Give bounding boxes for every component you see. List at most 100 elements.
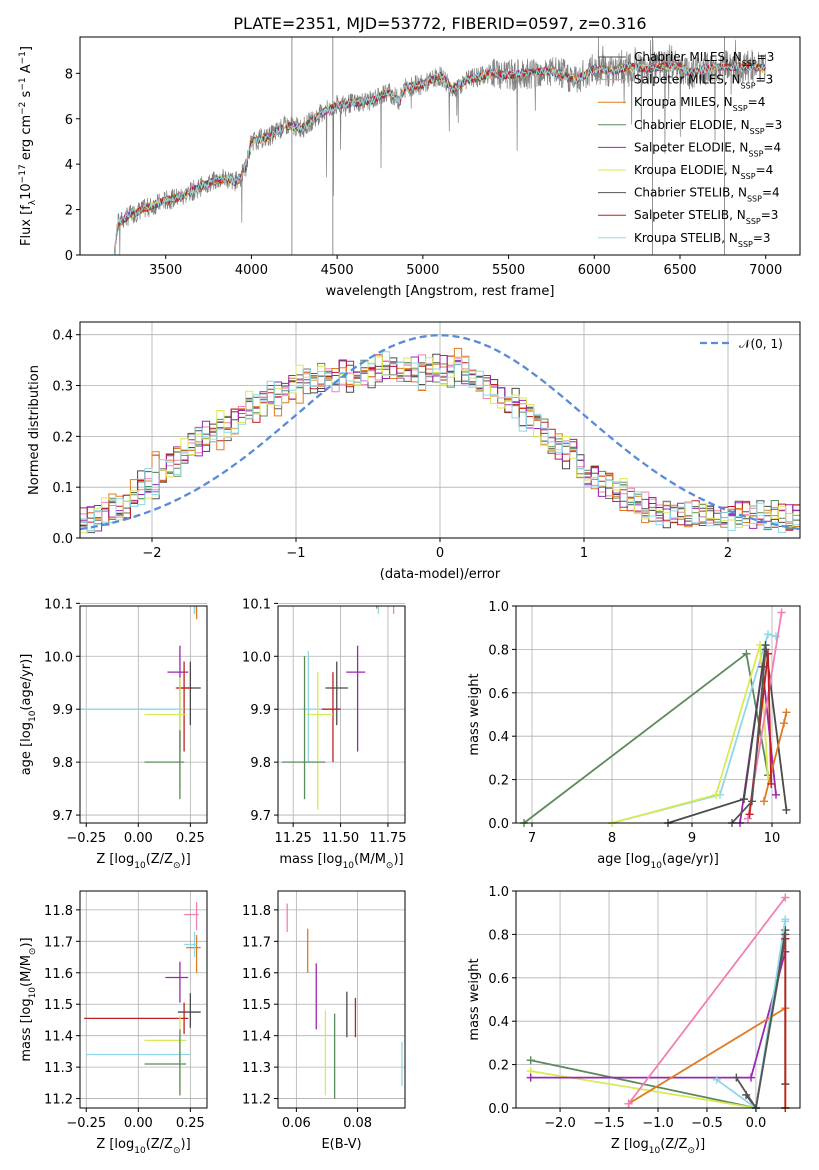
axes-frame: [515, 605, 801, 824]
error-bar-point: [80, 693, 185, 763]
y-tick-label: 10.0: [242, 650, 271, 665]
model-spectrum-line: [113, 61, 766, 253]
weight-marker: [740, 795, 748, 804]
weight-marker: [745, 810, 754, 819]
legend-entry: Salpeter ELODIE, NSSP=4: [634, 140, 781, 158]
histogram-series: [80, 355, 800, 532]
axes-frame: [79, 321, 801, 539]
error-bar-point: [193, 606, 196, 614]
weight-series-line: [667, 644, 788, 824]
x-tick-label: 8: [608, 831, 616, 846]
y-tick-label: 0.2: [52, 430, 73, 445]
x-tick-label: 7000: [749, 263, 782, 278]
y-tick-label: 1.0: [488, 600, 509, 615]
error-bar-point: [167, 645, 189, 752]
error-bar-point: [177, 993, 201, 1028]
model-spectrum-line: [113, 61, 766, 255]
x-tick-label: 0.00: [124, 1116, 153, 1131]
model-spectrum-line: [114, 61, 766, 255]
x-tick-label: 0: [436, 546, 444, 561]
y-tick-label: 8: [65, 67, 73, 82]
x-tick-label: 0.08: [343, 1116, 372, 1131]
error-bar-point: [281, 656, 326, 800]
weight-vs-Z-panel: −2.0 −1.5 −1.0 −0.5 0.0 0.0 0.2 0.4 0.6 0.8 1.0 Z […: [467, 885, 801, 1156]
y-tick-label: 4: [65, 158, 73, 173]
residuals-panel: −2 −1 0 1 2 0.0 0.1 0.2 0.3 0.4 (data-model)/error…: [27, 321, 801, 582]
x-tick-label: 3500: [149, 263, 182, 278]
y-tick-label: 0.6: [488, 687, 509, 702]
x-tick-label: −1.5: [593, 1116, 625, 1131]
legend-entry: Chabrier STELIB, NSSP=4: [634, 186, 780, 204]
error-bar-point: [177, 661, 201, 726]
x-tick-label: −2: [142, 546, 161, 561]
y-tick-label: 11.5: [242, 998, 271, 1013]
y-tick-label: 9.8: [250, 756, 271, 771]
axes-frame: [79, 605, 208, 824]
x-axis-label: Z [log10(Z/Z⊙)]: [96, 1137, 190, 1156]
axes-frame: [277, 890, 406, 1109]
weight-series-line: [611, 644, 769, 824]
y-tick-label: 11.4: [44, 1030, 73, 1045]
weight-marker: [747, 1073, 756, 1082]
spectrum-legend: Chabrier MILES, NSSP=3 Salpeter MILES, NS…: [598, 50, 782, 248]
model-spectrum-line: [113, 61, 766, 253]
y-tick-label: 0.0: [488, 1102, 509, 1117]
y-tick-label: 11.3: [44, 1061, 73, 1076]
x-tick-label: 0.0: [746, 1116, 767, 1131]
model-spectrum-line: [113, 61, 766, 255]
weight-marker: [748, 797, 756, 806]
weight-marker: [732, 1073, 741, 1082]
axes-frame: [515, 890, 801, 1109]
x-tick-label: 4000: [235, 263, 268, 278]
x-tick-label: −1: [286, 546, 305, 561]
x-tick-label: −0.25: [66, 831, 106, 846]
x-tick-label: 5000: [406, 263, 439, 278]
model-spectrum-line: [114, 61, 766, 255]
weight-marker: [712, 1075, 721, 1084]
model-spectrum-line: [113, 62, 766, 254]
weight-marker: [761, 645, 770, 654]
x-axis-label: E(B-V): [321, 1137, 361, 1152]
weight-marker: [624, 1099, 633, 1108]
y-tick-label: 0.6: [488, 972, 509, 987]
error-bars: [80, 606, 201, 800]
y-tick-label: 0: [65, 249, 73, 264]
mass-vs-Z-panel: −0.25 0.00 0.25 11.2 11.3 11.4 11.5 11.6 11.7 11.…: [19, 890, 208, 1156]
x-tick-label: 0.06: [282, 1116, 311, 1131]
y-tick-label: 11.7: [242, 935, 271, 950]
error-bar-point: [184, 931, 197, 958]
spectrum-panel: 3500 4000 4500 5000 5500 6000 6500 7000 0 2 4 6 8 wav…: [18, 36, 801, 299]
weight-marker: [526, 1056, 535, 1065]
y-tick-label: 0.3: [52, 380, 73, 395]
weight-marker: [767, 779, 776, 788]
x-axis-label: Z [log10(Z/Z⊙)]: [96, 852, 190, 871]
y-axis-label: age [log10(age/yr)]: [19, 654, 38, 776]
x-tick-label: 11.75: [369, 831, 406, 846]
spectrum-lines: [113, 37, 767, 255]
y-tick-label: 2: [65, 204, 73, 219]
legend-entry: 𝒩(0, 1): [739, 337, 783, 351]
y-tick-label: 9.7: [52, 809, 73, 824]
weight-marker: [526, 1073, 535, 1082]
y-tick-label: 10.1: [242, 597, 271, 612]
y-tick-label: 0.1: [52, 481, 73, 496]
error-bar-point: [346, 645, 366, 752]
x-tick-label: 2: [724, 546, 732, 561]
weight-marker: [781, 930, 790, 939]
y-tick-label: 9.8: [52, 756, 73, 771]
y-tick-label: 0.2: [488, 774, 509, 789]
y-axis-label: Normed distribution: [27, 365, 42, 495]
y-tick-label: 11.6: [242, 967, 271, 982]
histograms: [80, 334, 800, 534]
normal-reference-curve: [80, 334, 800, 531]
weight-marker: [712, 790, 720, 799]
y-tick-label: 11.2: [44, 1093, 73, 1108]
error-bar-point: [186, 935, 201, 973]
y-axis-label: Flux [fλ10−17 erg cm−2 s−1 A−1]: [18, 46, 38, 246]
error-bar-point: [392, 606, 395, 614]
x-tick-label: −0.5: [691, 1116, 723, 1131]
error-bar-point: [184, 902, 199, 931]
x-tick-label: 0.25: [176, 1116, 205, 1131]
axes-frame: [277, 605, 406, 824]
